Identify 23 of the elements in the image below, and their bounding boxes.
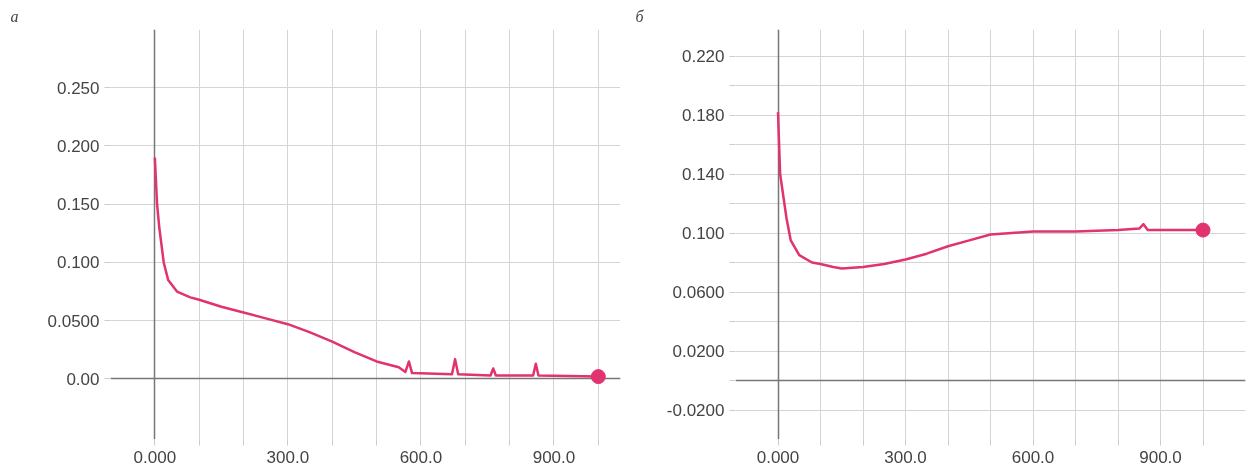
y-tick-label: 0.0200 [672,342,725,362]
y-tick-label: 0.150 [56,195,100,215]
x-tick-label: 600.0 [399,447,443,467]
y-tick-label: 0.200 [56,136,100,156]
x-tick-label: 300.0 [266,447,310,467]
y-tick-label: 0.00 [66,369,100,389]
y-tick-label: 0.220 [681,47,725,67]
y-tick-label: 0.140 [681,165,725,185]
y-tick-label: 0.0600 [672,283,725,303]
y-tick-label: 0.100 [681,224,725,244]
x-tick-label: 0.000 [756,447,800,467]
y-tick-label: 0.100 [56,253,100,273]
y-tick-label: -0.0200 [666,401,725,420]
x-tick-label: 0.000 [133,447,177,467]
x-tick-label: 900.0 [1139,447,1182,467]
x-tick-label: 900.0 [532,447,576,467]
y-tick-label: 0.250 [56,78,100,98]
chart-title: а [10,7,19,25]
x-tick-label: 600.0 [1011,447,1055,467]
x-tick-label: 300.0 [884,447,927,467]
chart-title: б [635,7,645,25]
y-tick-label: 0.180 [681,106,725,126]
y-tick-label: 0.0500 [47,311,100,331]
